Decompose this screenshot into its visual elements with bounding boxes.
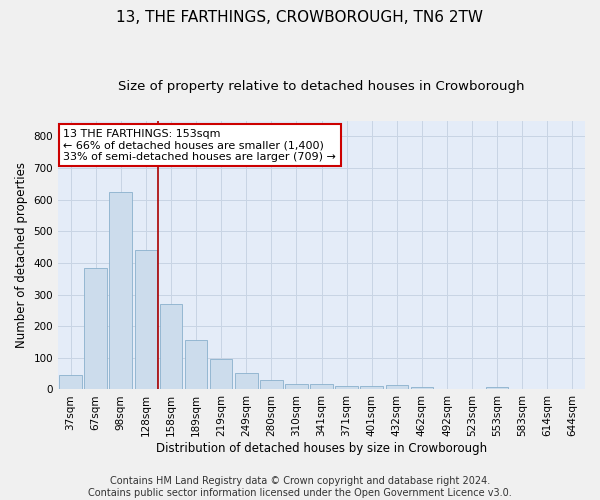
Bar xyxy=(285,384,308,390)
Bar xyxy=(134,250,157,390)
Bar xyxy=(210,360,232,390)
Bar xyxy=(310,384,333,390)
X-axis label: Distribution of detached houses by size in Crowborough: Distribution of detached houses by size … xyxy=(156,442,487,455)
Bar xyxy=(335,386,358,390)
Y-axis label: Number of detached properties: Number of detached properties xyxy=(15,162,28,348)
Bar xyxy=(410,387,433,390)
Bar xyxy=(85,268,107,390)
Text: 13, THE FARTHINGS, CROWBOROUGH, TN6 2TW: 13, THE FARTHINGS, CROWBOROUGH, TN6 2TW xyxy=(116,10,484,25)
Bar xyxy=(260,380,283,390)
Bar xyxy=(361,386,383,390)
Bar xyxy=(386,384,408,390)
Bar xyxy=(160,304,182,390)
Text: 13 THE FARTHINGS: 153sqm
← 66% of detached houses are smaller (1,400)
33% of sem: 13 THE FARTHINGS: 153sqm ← 66% of detach… xyxy=(64,128,336,162)
Bar xyxy=(185,340,208,390)
Text: Contains HM Land Registry data © Crown copyright and database right 2024.
Contai: Contains HM Land Registry data © Crown c… xyxy=(88,476,512,498)
Bar xyxy=(109,192,132,390)
Bar xyxy=(59,375,82,390)
Title: Size of property relative to detached houses in Crowborough: Size of property relative to detached ho… xyxy=(118,80,525,93)
Bar xyxy=(486,387,508,390)
Bar xyxy=(235,373,257,390)
